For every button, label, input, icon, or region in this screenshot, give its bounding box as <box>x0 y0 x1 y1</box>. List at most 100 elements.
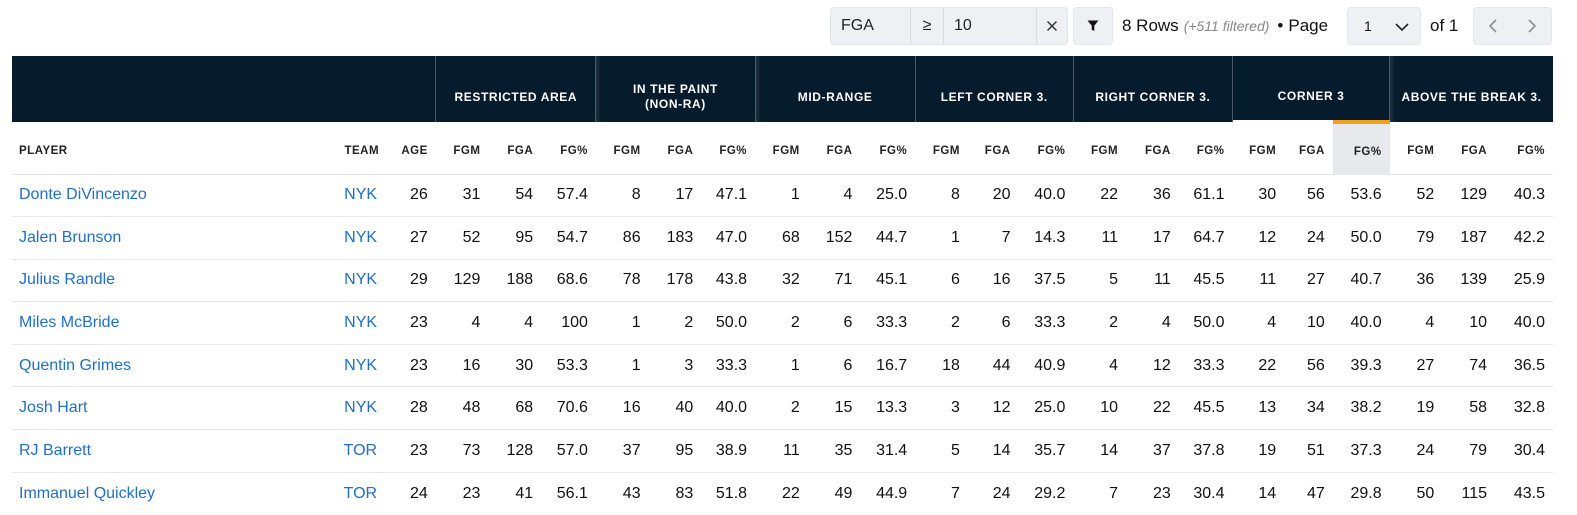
cell-c3-fgpct: 39.3 <box>1332 344 1390 388</box>
cell-mid-fga: 71 <box>807 259 861 303</box>
column-header-atb3-fgpct[interactable]: FG% <box>1495 122 1553 175</box>
cell-rc3-fgm: 7 <box>1109 484 1119 502</box>
cell-c3-fgm: 12 <box>1232 216 1285 260</box>
player-link[interactable]: Jalen Brunson <box>12 216 325 260</box>
cell-lc3-fgpct: 29.2 <box>1034 484 1066 502</box>
cell-atb3-fga: 115 <box>1461 484 1488 502</box>
group-header-left-corner-3: LEFT CORNER 3. <box>914 56 1074 122</box>
cell-rc3-fgm: 11 <box>1073 216 1127 260</box>
cell-lc3-fgm: 3 <box>915 386 968 431</box>
cell-age: 23 <box>387 429 436 473</box>
cell-atb3-fgpct: 36.5 <box>1495 344 1553 388</box>
team-link[interactable]: NYK <box>324 216 388 260</box>
cell-mid-fgm: 1 <box>755 344 808 388</box>
column-header-rc3-fgm[interactable]: FGM <box>1073 122 1127 175</box>
summary-separator: • <box>1277 16 1284 35</box>
team-link[interactable]: NYK <box>324 259 388 303</box>
cell-c3-fga: 56 <box>1284 344 1333 388</box>
team-link[interactable]: NYK <box>324 344 388 388</box>
cell-rc3-fga: 11 <box>1126 259 1179 303</box>
column-header-paint-fga[interactable]: FGA <box>648 122 702 175</box>
cell-ra-fgm: 52 <box>435 216 489 260</box>
column-header-ra-fgm[interactable]: FGM <box>435 122 489 175</box>
column-header-atb3-fga[interactable]: FGA <box>1442 122 1496 175</box>
column-header-player[interactable]: PLAYER <box>12 122 325 175</box>
player-link[interactable]: Julius Randle <box>12 259 325 303</box>
filter-bar: FGA ≥ 10 8 Rows (+511 filtered) • Page 1… <box>0 7 1577 47</box>
prev-page-button[interactable] <box>1474 8 1513 44</box>
cell-rc3-fga: 37 <box>1126 429 1179 473</box>
column-header-team[interactable]: TEAM <box>324 122 388 175</box>
column-header-c3-fgpct-sorted[interactable]: FG% <box>1332 120 1390 175</box>
cell-mid-fgpct: 16.7 <box>860 344 916 388</box>
cell-ra-fga: 54 <box>488 174 542 218</box>
column-header-ra-fgpct[interactable]: FG% <box>541 122 596 175</box>
cell-c3-fga: 10 <box>1284 301 1333 345</box>
table-row: Donte DiVincenzo NYK 26 31 54 57.4 8 17 47.1 1 4 25… <box>12 174 1553 218</box>
filter-value-input[interactable]: 10 <box>943 7 1037 45</box>
column-header-paint-fgpct[interactable]: FG% <box>701 122 756 175</box>
cell-mid-fgm: 32 <box>755 259 808 303</box>
cell-c3-fgpct: 50.0 <box>1332 216 1390 260</box>
cell-rc3-fgm: 2 <box>1073 301 1127 345</box>
page-total: of 1 <box>1430 16 1459 35</box>
team-link[interactable]: TOR <box>343 484 378 502</box>
column-header-rc3-fgpct[interactable]: FG% <box>1178 122 1233 175</box>
apply-filter-button[interactable] <box>1073 7 1113 45</box>
filter-operator-select[interactable]: ≥ <box>910 7 944 45</box>
player-link[interactable]: Immanuel Quickley <box>19 484 156 502</box>
table-row: RJ Barrett TOR 23 73 128 57.0 37 95 38.9 11 35 31.4… <box>12 429 1553 473</box>
cell-rc3-fga: 23 <box>1152 484 1171 502</box>
column-header-paint-fgm[interactable]: FGM <box>595 122 649 175</box>
table-row: Quentin Grimes NYK 23 16 30 53.3 1 3 33.3 1 6 16.7 1… <box>12 344 1553 388</box>
table-row: Josh Hart NYK 28 48 68 70.6 16 40 40.0 2 15 13.3 3 12… <box>12 386 1553 431</box>
cell-rc3-fgpct: 37.8 <box>1178 429 1233 473</box>
cell-mid-fgpct: 25.0 <box>860 174 916 218</box>
next-page-button[interactable] <box>1513 8 1552 44</box>
chevron-right-icon <box>1528 19 1536 33</box>
team-link[interactable]: TOR <box>324 429 388 473</box>
funnel-icon <box>1087 20 1099 31</box>
cell-paint-fga: 17 <box>648 174 702 218</box>
player-link[interactable]: RJ Barrett <box>12 429 325 473</box>
filter-stat-select[interactable]: FGA <box>830 7 911 45</box>
column-header-age[interactable]: AGE <box>387 122 436 175</box>
filter-clear-button[interactable] <box>1036 7 1068 45</box>
cell-rc3-fgm: 22 <box>1073 174 1127 218</box>
player-link[interactable]: Quentin Grimes <box>12 344 325 388</box>
chevron-down-icon <box>1395 23 1409 32</box>
cell-atb3-fgm: 19 <box>1389 386 1443 431</box>
column-header-mid-fga[interactable]: FGA <box>807 122 861 175</box>
cell-mid-fga: 6 <box>807 344 861 388</box>
cell-ra-fga: 128 <box>488 429 542 473</box>
cell-ra-fgpct: 100 <box>541 301 596 345</box>
player-link[interactable]: Miles McBride <box>12 301 325 345</box>
team-link[interactable]: NYK <box>324 174 388 218</box>
cell-paint-fgm: 78 <box>595 259 649 303</box>
cell-paint-fgpct: 50.0 <box>701 301 756 345</box>
team-link[interactable]: NYK <box>324 301 388 345</box>
team-link[interactable]: NYK <box>324 386 388 431</box>
cell-lc3-fgpct: 40.9 <box>1018 344 1074 388</box>
player-link[interactable]: Josh Hart <box>12 386 325 431</box>
column-header-ra-fga[interactable]: FGA <box>488 122 542 175</box>
cell-ra-fgpct: 53.3 <box>541 344 596 388</box>
cell-c3-fgpct: 37.3 <box>1332 429 1390 473</box>
cell-age: 26 <box>387 174 436 218</box>
player-link[interactable]: Donte DiVincenzo <box>12 174 325 218</box>
page-select[interactable]: 1 <box>1347 7 1421 45</box>
column-header-lc3-fgpct[interactable]: FG% <box>1018 122 1074 175</box>
column-header-mid-fgpct[interactable]: FG% <box>860 122 916 175</box>
column-header-lc3-fgm[interactable]: FGM <box>915 122 968 175</box>
column-header-atb3-fgm[interactable]: FGM <box>1389 122 1443 175</box>
column-header-lc3-fga[interactable]: FGA <box>967 122 1019 175</box>
cell-age: 24 <box>409 484 428 502</box>
column-header-c3-fga[interactable]: FGA <box>1284 122 1333 175</box>
cell-c3-fgm: 4 <box>1232 301 1285 345</box>
cell-rc3-fgm: 4 <box>1073 344 1127 388</box>
column-header-rc3-fga[interactable]: FGA <box>1126 122 1179 175</box>
column-header-mid-fgm[interactable]: FGM <box>755 122 808 175</box>
cell-paint-fgm: 8 <box>595 174 649 218</box>
column-header-c3-fgm[interactable]: FGM <box>1232 122 1285 175</box>
cell-lc3-fga: 44 <box>967 344 1019 388</box>
